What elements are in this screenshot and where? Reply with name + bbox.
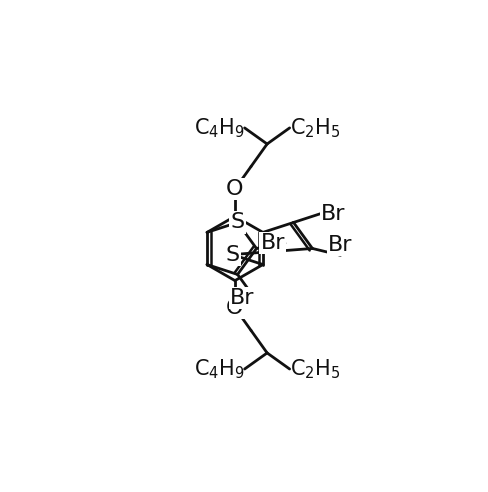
Text: O: O: [226, 298, 244, 318]
Text: S: S: [225, 245, 240, 265]
Text: O: O: [226, 179, 244, 199]
Text: Br: Br: [321, 204, 346, 223]
Text: Br: Br: [328, 235, 353, 255]
Text: S: S: [230, 213, 244, 232]
Text: Br: Br: [230, 288, 255, 308]
Text: Br: Br: [261, 233, 285, 253]
Text: $\mathregular{C_4H_9}$: $\mathregular{C_4H_9}$: [194, 116, 244, 140]
Text: $\mathregular{C_4H_9}$: $\mathregular{C_4H_9}$: [194, 357, 244, 381]
Text: $\mathregular{C_2H_5}$: $\mathregular{C_2H_5}$: [289, 116, 340, 140]
Text: $\mathregular{C_2H_5}$: $\mathregular{C_2H_5}$: [289, 357, 340, 381]
